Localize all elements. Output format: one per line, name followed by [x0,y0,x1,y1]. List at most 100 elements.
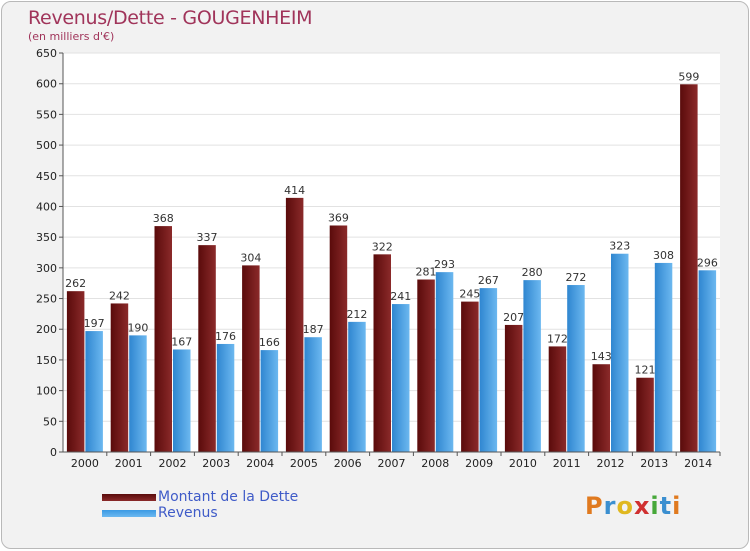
x-tick-label: 2002 [159,457,187,470]
y-tick-label: 250 [36,293,57,306]
bar-debt [504,324,523,452]
y-tick-label: 500 [36,139,57,152]
bar-revenue [611,253,629,452]
axis-layer: 0 50 100 150 200 250 300 350 400 450 500 550 600 650 2… [36,47,721,470]
logo-letter: P [585,492,604,520]
proxiti-logo: Proxiti [585,492,681,520]
x-tick-label: 2006 [334,457,362,470]
legend-swatch-debt [102,493,156,501]
value-label-debt: 207 [503,311,524,324]
logo-letter: i [650,492,660,520]
y-tick-label: 50 [43,415,57,428]
y-tick-label: 200 [36,323,57,336]
y-tick-label: 0 [50,446,57,459]
legend-label-revenue: Revenus [158,505,218,521]
value-label-revenue: 272 [565,271,586,284]
value-label-revenue: 293 [434,258,455,271]
y-tick-label: 100 [36,385,57,398]
value-label-revenue: 308 [653,249,674,262]
y-tick-label: 550 [36,108,57,121]
bar-revenue [348,321,366,452]
value-label-revenue: 167 [171,335,192,348]
value-label-revenue: 267 [478,274,499,287]
value-label-revenue: 323 [609,240,630,253]
bar-debt [373,254,391,452]
bar-revenue [567,285,585,452]
y-tick-label: 600 [36,78,57,91]
x-tick-label: 2013 [640,457,668,470]
bar-debt [592,364,610,452]
y-tick-label: 450 [36,170,57,183]
bar-debt [198,245,216,452]
bar-debt [110,303,129,452]
value-label-debt: 172 [547,332,568,345]
x-tick-label: 2007 [378,457,406,470]
bar-debt [66,291,85,452]
value-label-debt: 369 [328,211,349,224]
value-label-debt: 262 [65,277,86,290]
grid-layer [63,52,720,453]
logo-letter: r [603,492,617,520]
x-tick-label: 2014 [684,457,712,470]
x-tick-label: 2004 [246,457,274,470]
bar-revenue [216,343,235,452]
logo-letter: t [659,492,673,520]
legend-swatch-revenue [102,509,156,517]
value-label-debt: 337 [197,231,218,244]
x-tick-label: 2009 [465,457,493,470]
bar-revenue [654,262,673,452]
bar-debt [680,84,698,452]
value-label-debt: 121 [635,364,656,377]
bar-debt [242,265,260,452]
value-label-debt: 304 [240,251,261,264]
logo-letter: i [672,492,682,520]
x-tick-label: 2000 [71,457,99,470]
bar-debt [417,279,435,452]
value-label-revenue: 241 [390,290,411,303]
x-tick-label: 2011 [553,457,581,470]
value-label-revenue: 197 [84,317,105,330]
bar-debt [548,346,567,452]
chart-subtitle: (en milliers d'€) [28,30,115,43]
value-label-revenue: 280 [522,266,543,279]
value-label-debt: 368 [153,212,174,225]
plot-area [63,53,720,452]
value-label-revenue: 212 [346,308,367,321]
value-label-debt: 322 [372,240,393,253]
bar-revenue [435,272,454,452]
value-label-debt: 143 [591,350,612,363]
value-label-debt: 242 [109,289,130,302]
legend-item-revenue: Revenus [102,505,298,521]
label-layer: 262 197 242 190 368 167 337 176 304 166 414 187 369 2… [65,70,718,376]
chart-title: Revenus/Dette - GOUGENHEIM [28,7,313,29]
bar-debt [285,197,304,452]
y-tick-label: 650 [36,47,57,60]
bar-layer [66,84,717,452]
x-tick-label: 2003 [202,457,230,470]
value-label-debt: 245 [459,288,480,301]
bar-revenue [479,288,498,452]
logo-letter: o [616,492,634,520]
legend-item-debt: Montant de la Dette [102,489,298,505]
y-tick-label: 400 [36,200,57,213]
bar-revenue [304,337,322,452]
y-tick-label: 300 [36,262,57,275]
value-label-revenue: 187 [303,323,324,336]
value-label-debt: 599 [678,70,699,83]
value-label-revenue: 176 [215,330,236,343]
legend-label-debt: Montant de la Dette [158,489,299,505]
bar-revenue [260,350,279,452]
x-tick-label: 2012 [597,457,625,470]
bar-revenue [173,349,191,452]
x-tick-label: 2005 [290,457,318,470]
value-label-revenue: 296 [697,256,718,269]
y-tick-label: 350 [36,231,57,244]
x-tick-label: 2008 [421,457,449,470]
x-tick-label: 2010 [509,457,537,470]
bar-debt [636,377,654,452]
value-label-debt: 414 [284,184,305,197]
y-tick-label: 150 [36,354,57,367]
value-label-debt: 281 [416,266,437,279]
